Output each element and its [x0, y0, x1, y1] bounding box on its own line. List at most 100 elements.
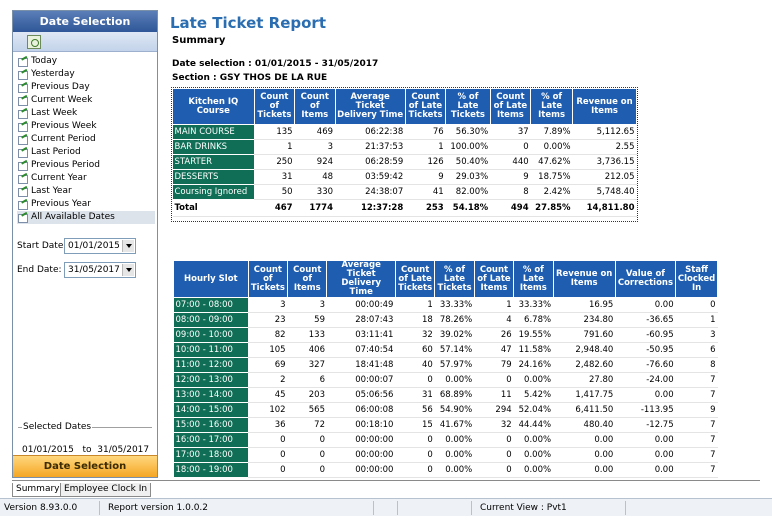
- table-cell: 1: [405, 139, 446, 155]
- table-cell: 6.78%: [513, 312, 554, 328]
- table-cell: 9: [675, 402, 718, 418]
- selected-dates-legend: Selected Dates: [22, 422, 93, 432]
- table-row: 09:00 - 10:00 82 133 03:11:41 32 39.02% 26 19.5…: [173, 327, 718, 343]
- column-header: Average Ticket Delivery Time: [334, 88, 406, 125]
- table-cell: 1: [675, 312, 718, 328]
- tab-summary[interactable]: Summary: [12, 483, 64, 497]
- table-cell: 37: [490, 124, 531, 140]
- column-header: Count of Items: [287, 260, 328, 298]
- table-cell: 3: [294, 139, 336, 155]
- table-cell: 0: [675, 297, 718, 313]
- table-cell: 0.00%: [434, 447, 475, 463]
- report-tabs: Summary Employee Clock In: [12, 480, 760, 497]
- selected-from: 01/01/2015: [22, 445, 74, 455]
- table-cell: 0.00: [553, 462, 616, 478]
- table-row: BAR DRINKS 1 3 21:37:53 1 100.00% 0 0.00% 2.55: [172, 139, 637, 155]
- table-cell: 8: [490, 184, 531, 200]
- date-option-today[interactable]: Today: [17, 55, 155, 68]
- status-spacer: [402, 501, 472, 515]
- table-cell: 05:06:56: [326, 387, 396, 403]
- date-option-yesterday[interactable]: Yesterday: [17, 68, 155, 81]
- table-cell: 7.89%: [530, 124, 573, 140]
- column-header: Count of Tickets: [247, 260, 289, 298]
- table-cell: 0: [287, 447, 327, 463]
- start-date-label: Start Date:: [17, 241, 67, 251]
- table-row: 18:00 - 19:00 0 0 00:00:00 0 0.00% 0 0.00% 0.00 0…: [173, 462, 718, 478]
- table-cell: 76: [405, 124, 446, 140]
- table-cell: 18: [395, 312, 435, 328]
- refresh-icon[interactable]: [27, 35, 41, 49]
- table-cell: 0: [474, 432, 514, 448]
- end-date-label: End Date:: [17, 265, 62, 275]
- column-header: Average Ticket Delivery Time: [326, 260, 396, 298]
- date-option-all-available-dates[interactable]: All Available Dates: [17, 211, 155, 224]
- chevron-down-icon[interactable]: [122, 264, 134, 276]
- column-header: Value of Corrections: [614, 260, 677, 298]
- table-cell: 2.55: [572, 139, 637, 155]
- total-cell: 253: [405, 199, 446, 217]
- table-cell: 06:00:08: [326, 402, 396, 418]
- table-cell: 15: [395, 417, 435, 433]
- date-option-label: Current Week: [31, 95, 93, 105]
- row-label: 12:00 - 13:00: [173, 372, 249, 388]
- table-cell: 00:00:07: [326, 372, 396, 388]
- end-date-picker[interactable]: 31/05/2017: [64, 262, 136, 278]
- table-cell: 32: [474, 417, 514, 433]
- table-cell: 6,411.50: [553, 402, 616, 418]
- date-option-last-period[interactable]: Last Period: [17, 146, 155, 159]
- row-label: 17:00 - 18:00: [173, 447, 249, 463]
- date-selection-panel: Date Selection Today Yesterday Previous Da…: [12, 10, 158, 478]
- table-cell: -24.00: [615, 372, 676, 388]
- start-date-picker[interactable]: 01/01/2015: [64, 238, 136, 254]
- date-option-label: All Available Dates: [31, 212, 115, 222]
- table-cell: 469: [294, 124, 336, 140]
- table-cell: 0.00: [615, 432, 676, 448]
- selected-dates-range: 01/01/2015 to 31/05/2017: [22, 445, 149, 455]
- table-cell: 79: [474, 357, 514, 373]
- table-cell: 11: [474, 387, 514, 403]
- table-cell: 41: [405, 184, 446, 200]
- date-option-last-year[interactable]: Last Year: [17, 185, 155, 198]
- date-option-label: Yesterday: [31, 69, 75, 79]
- table-cell: 7: [675, 432, 718, 448]
- date-option-previous-week[interactable]: Previous Week: [17, 120, 155, 133]
- table-cell: 0.00: [615, 387, 676, 403]
- date-option-previous-period[interactable]: Previous Period: [17, 159, 155, 172]
- date-option-previous-year[interactable]: Previous Year: [17, 198, 155, 211]
- date-option-current-week[interactable]: Current Week: [17, 94, 155, 107]
- table-cell: 00:00:00: [326, 447, 396, 463]
- date-selection-button[interactable]: Date Selection: [13, 455, 157, 477]
- table-cell: 0.00%: [434, 462, 475, 478]
- end-date-value: 31/05/2017: [68, 265, 120, 275]
- table-cell: 50.40%: [445, 154, 491, 170]
- table-cell: 5.42%: [513, 387, 554, 403]
- date-option-current-year[interactable]: Current Year: [17, 172, 155, 185]
- table-cell: 327: [287, 357, 327, 373]
- date-option-last-week[interactable]: Last Week: [17, 107, 155, 120]
- table-cell: -76.60: [615, 357, 676, 373]
- chevron-down-icon[interactable]: [122, 240, 134, 252]
- table-cell: 0: [248, 462, 288, 478]
- date-option-previous-day[interactable]: Previous Day: [17, 81, 155, 94]
- date-option-label: Last Period: [31, 147, 81, 157]
- column-header: % of Late Tickets: [445, 88, 491, 125]
- date-option-current-period[interactable]: Current Period: [17, 133, 155, 146]
- table-cell: 18.75%: [530, 169, 573, 185]
- table-cell: 294: [474, 402, 514, 418]
- calendar-icon: [18, 187, 29, 197]
- tab-employee-clock-in[interactable]: Employee Clock In: [60, 483, 152, 497]
- table-cell: 52.04%: [513, 402, 554, 418]
- calendar-icon: [18, 135, 29, 145]
- table-cell: 0.00: [553, 447, 616, 463]
- table-cell: 47.62%: [530, 154, 573, 170]
- table-cell: 0.00%: [513, 432, 554, 448]
- table-cell: -50.95: [615, 342, 676, 358]
- table-row: 12:00 - 13:00 2 6 00:00:07 0 0.00% 0 0.00% 27.80…: [173, 372, 718, 388]
- table-cell: 24.16%: [513, 357, 554, 373]
- table-cell: 203: [287, 387, 327, 403]
- column-header: Count of Late Tickets: [394, 260, 436, 298]
- table-cell: 0.00%: [434, 432, 475, 448]
- table-cell: 0: [287, 462, 327, 478]
- table-cell: 72: [287, 417, 327, 433]
- table-cell: -60.95: [615, 327, 676, 343]
